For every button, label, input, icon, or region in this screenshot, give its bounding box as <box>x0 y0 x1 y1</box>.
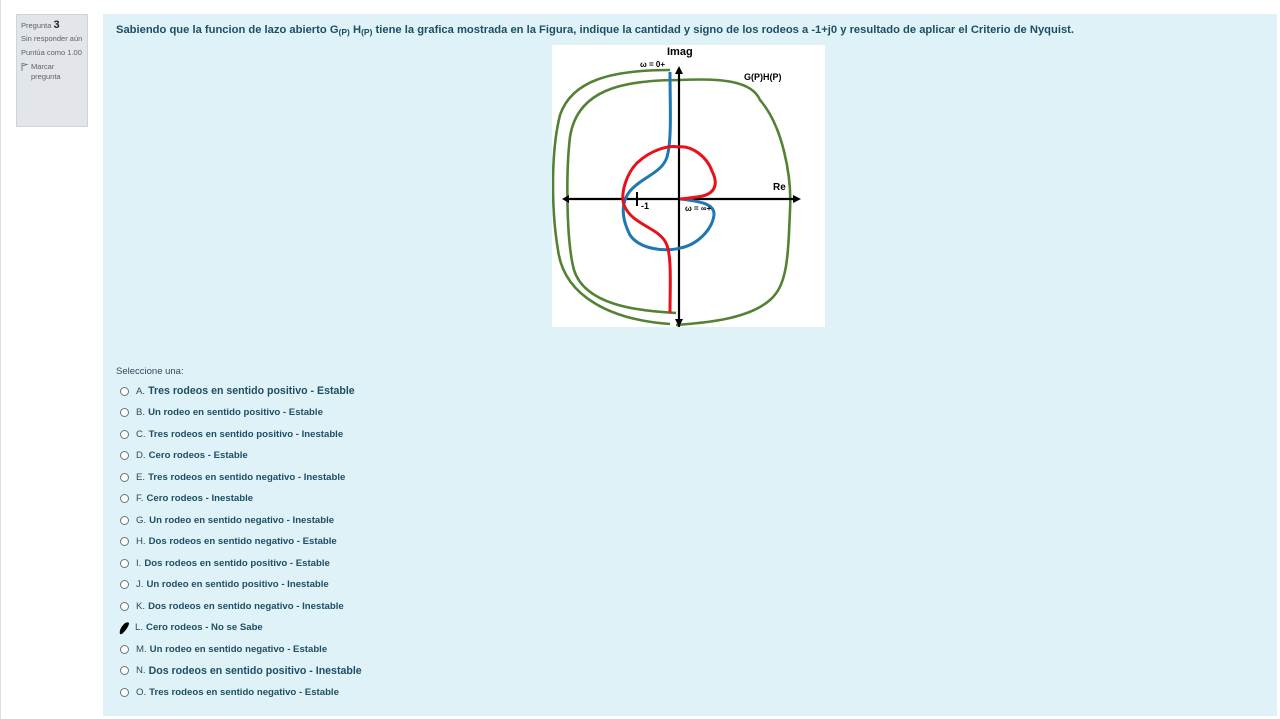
option-letter: K. <box>136 600 146 612</box>
answer-option[interactable]: A. Tres rodeos en sentido positivo - Esta… <box>120 383 355 399</box>
answer-option-marked[interactable]: L. Cero rodeos - No se Sabe <box>119 620 263 636</box>
red-curve <box>621 145 717 314</box>
option-text: Cero rodeos - No se Sabe <box>146 622 263 633</box>
radio-button[interactable] <box>120 687 129 697</box>
option-text: Dos rodeos en sentido positivo - Estable <box>144 557 330 569</box>
real-axis-arrow <box>793 195 801 203</box>
option-letter: F. <box>136 493 144 504</box>
question-subscript-g: (P) <box>338 27 350 37</box>
option-text: Tres rodeos en sentido negativo - Inesta… <box>148 471 346 483</box>
option-letter: D. <box>136 450 146 461</box>
real-axis-arrow-left <box>562 195 569 203</box>
answer-option[interactable]: N. Dos rodeos en sentido positivo - Inest… <box>120 663 362 679</box>
option-letter: G. <box>136 514 147 526</box>
radio-button[interactable] <box>120 472 129 482</box>
flag-question-label: Marcar pregunta <box>31 62 61 81</box>
option-text: Tres rodeos en sentido positivo - Establ… <box>148 385 355 397</box>
option-letter: O. <box>136 686 147 698</box>
minus-one-label: -1 <box>641 201 649 211</box>
answer-option[interactable]: D. Cero rodeos - Estable <box>120 448 248 464</box>
gh-label: G(P)H(P) <box>744 72 782 82</box>
select-one-prompt: Seleccione una: <box>116 366 184 377</box>
radio-button[interactable] <box>120 580 129 589</box>
answer-option[interactable]: O. Tres rodeos en sentido negativo - Esta… <box>120 684 339 700</box>
question-status: Sin responder aún <box>21 34 83 43</box>
radio-button[interactable] <box>120 644 129 654</box>
radio-button[interactable] <box>120 558 129 568</box>
option-text: Tres rodeos en sentido positivo - Inesta… <box>148 428 344 440</box>
question-text-part-2: tiene la grafica mostrada en la Figura, … <box>372 24 1075 36</box>
w0-label: ω = 0+ <box>640 60 665 69</box>
option-letter: N. <box>136 665 146 676</box>
answer-option[interactable]: E. Tres rodeos en sentido negativo - Ines… <box>120 469 345 485</box>
radio-button[interactable] <box>120 494 129 503</box>
radio-button[interactable] <box>120 386 129 396</box>
outer-contour-outer <box>552 68 671 326</box>
option-text: Dos rodeos en sentido negativo - Estable <box>148 536 337 547</box>
answer-option[interactable]: K. Dos rodeos en sentido negativo - Inest… <box>120 598 344 614</box>
answer-option[interactable]: M. Un rodeo en sentido negativo - Estable <box>120 641 327 657</box>
radio-button[interactable] <box>120 408 129 417</box>
blue-curve <box>621 71 716 252</box>
question-subscript-h: (P) <box>361 27 373 37</box>
imag-axis-arrow-down <box>675 319 683 327</box>
page-left-border <box>0 0 1 719</box>
nyquist-plot: Imag ω = 0+ G(P)H(P) Re -1 ω = ∞+ <box>552 46 801 327</box>
option-text: Un rodeo en sentido negativo - Estable <box>149 643 328 655</box>
flag-question-link[interactable]: Marcar pregunta <box>21 62 83 82</box>
radio-button[interactable] <box>120 429 129 439</box>
answer-option[interactable]: B. Un rodeo en sentido positivo - Estable <box>120 405 323 421</box>
radio-button[interactable] <box>120 515 129 525</box>
option-letter: L. <box>135 622 144 633</box>
option-text: Dos rodeos en sentido negativo - Inestab… <box>148 600 344 612</box>
question-label: Pregunta <box>21 21 52 30</box>
option-letter: B. <box>136 407 146 418</box>
question-content: Sabiendo que la funcion de lazo abierto … <box>103 14 1277 716</box>
imag-label: Imag <box>667 46 693 58</box>
option-letter: H. <box>136 536 146 547</box>
answer-option[interactable]: F. Cero rodeos - Inestable <box>120 491 253 507</box>
radio-button[interactable] <box>120 537 129 546</box>
option-letter: J. <box>136 579 144 590</box>
option-letter: M. <box>136 643 147 655</box>
flag-icon <box>21 63 29 71</box>
option-text: Un rodeo en sentido negativo - Inestable <box>149 514 335 526</box>
radio-button[interactable] <box>120 451 129 460</box>
nyquist-figure: Imag ω = 0+ G(P)H(P) Re -1 ω = ∞+ <box>552 45 825 327</box>
option-text: Un rodeo en sentido positivo - Estable <box>148 407 323 418</box>
option-text: Cero rodeos - Estable <box>148 450 248 461</box>
question-text-h: H <box>349 24 362 36</box>
answer-option[interactable]: C. Tres rodeos en sentido positivo - Ines… <box>120 426 343 442</box>
question-info-panel: Pregunta 3 Sin responder aún Puntúa como… <box>16 14 88 127</box>
option-letter: A. <box>136 385 146 397</box>
question-text: Sabiendo que la funcion de lazo abierto … <box>116 23 1266 40</box>
answer-option[interactable]: H. Dos rodeos en sentido negativo - Estab… <box>120 534 337 550</box>
option-text: Tres rodeos en sentido negativo - Establ… <box>149 686 339 698</box>
radio-button[interactable] <box>120 666 129 675</box>
option-letter: E. <box>136 471 146 483</box>
option-text: Cero rodeos - Inestable <box>146 493 254 504</box>
option-letter: I. <box>136 557 142 569</box>
option-text: Un rodeo en sentido positivo - Inestable <box>146 579 329 590</box>
pen-mark-icon <box>119 621 129 634</box>
imag-axis-arrow <box>675 66 683 74</box>
option-text: Dos rodeos en sentido positivo - Inestab… <box>148 664 362 677</box>
re-label: Re <box>773 182 786 193</box>
option-letter: C. <box>136 428 146 440</box>
winf-label: ω = ∞+ <box>685 204 712 213</box>
answer-option[interactable]: I. Dos rodeos en sentido positivo - Estab… <box>120 555 330 571</box>
question-number: Pregunta 3 <box>21 20 83 31</box>
outer-contour-inner <box>566 78 792 327</box>
question-text-part-1: Sabiendo que la funcion de lazo abierto … <box>116 24 339 36</box>
question-number-value: 3 <box>53 19 60 31</box>
question-grade: Puntúa como 1.00 <box>21 48 82 57</box>
answer-option[interactable]: J. Un rodeo en sentido positivo - Inestab… <box>120 577 329 593</box>
radio-button[interactable] <box>120 601 129 611</box>
answer-option[interactable]: G. Un rodeo en sentido negativo - Inestab… <box>120 512 334 528</box>
